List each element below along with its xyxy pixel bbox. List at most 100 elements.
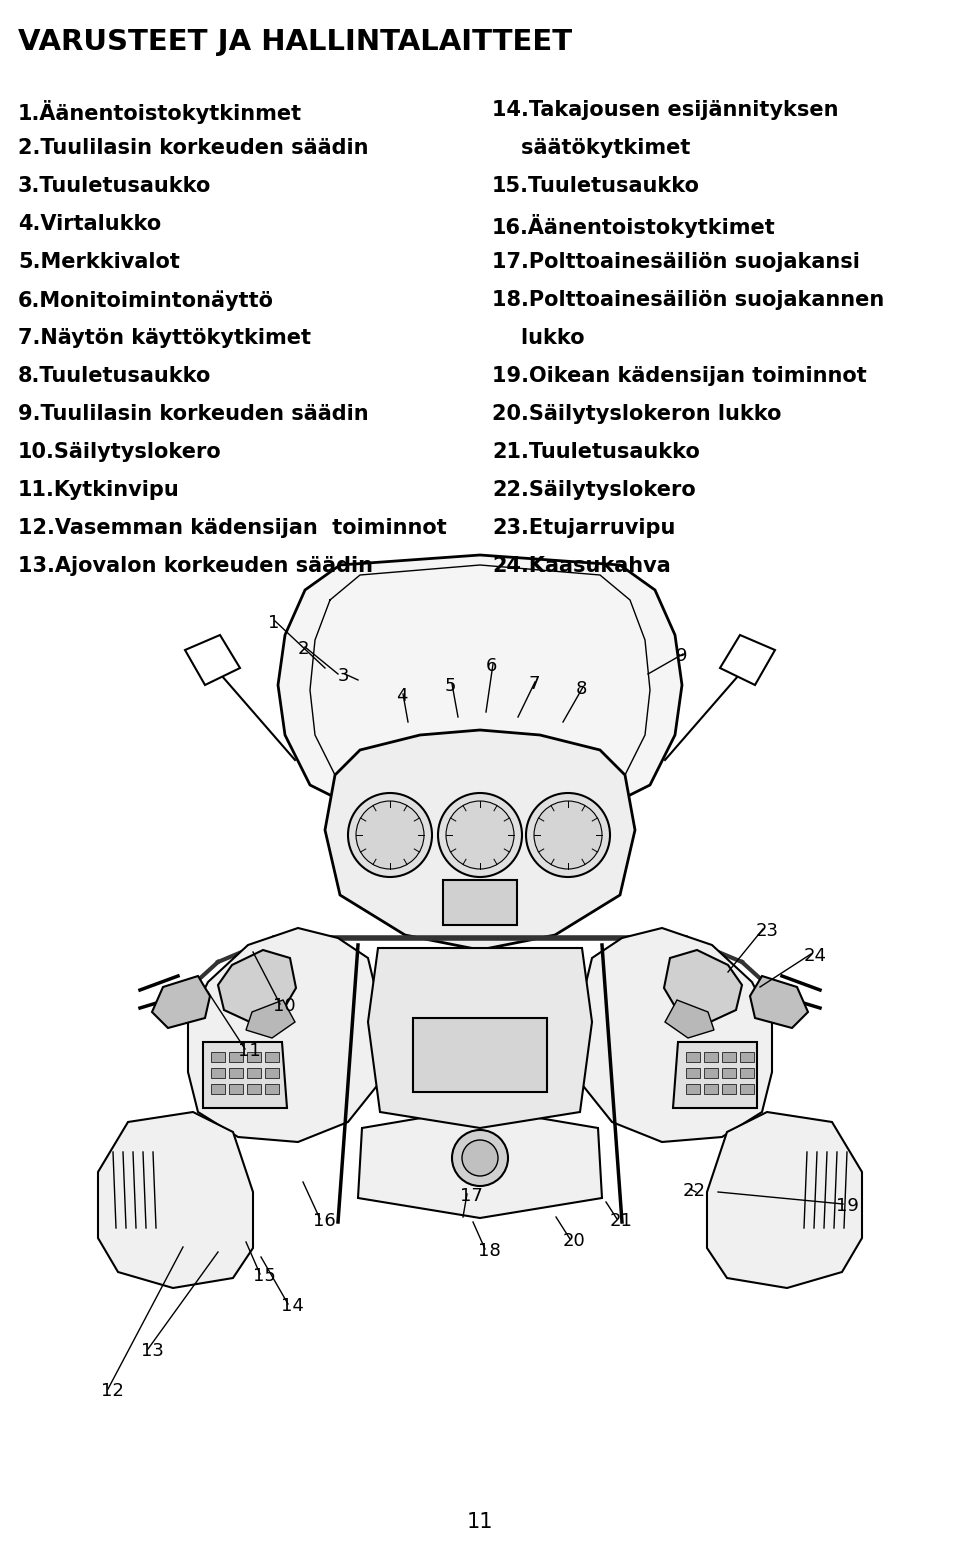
Bar — [686, 1052, 700, 1062]
Text: 6: 6 — [486, 657, 497, 674]
Bar — [740, 1068, 754, 1077]
Text: 22.Säilytyslokero: 22.Säilytyslokero — [492, 480, 696, 501]
Polygon shape — [368, 949, 592, 1128]
Text: 15.Tuuletusaukko: 15.Tuuletusaukko — [492, 177, 700, 195]
Text: 13: 13 — [141, 1342, 164, 1359]
Text: 5.Merkkivalot: 5.Merkkivalot — [18, 253, 180, 271]
Circle shape — [348, 794, 432, 877]
Text: 19.Oikean kädensijan toiminnot: 19.Oikean kädensijan toiminnot — [492, 366, 867, 386]
Text: 24: 24 — [804, 947, 827, 966]
Text: 16: 16 — [313, 1212, 336, 1231]
Circle shape — [452, 1130, 508, 1186]
Text: 11: 11 — [467, 1511, 493, 1531]
Text: 17.Polttoainesäiliön suojakansi: 17.Polttoainesäiliön suojakansi — [492, 253, 860, 271]
Polygon shape — [443, 880, 517, 925]
Text: 18: 18 — [478, 1242, 501, 1260]
Polygon shape — [358, 1108, 602, 1218]
Bar — [686, 1068, 700, 1077]
Polygon shape — [673, 1042, 757, 1108]
Circle shape — [356, 801, 424, 870]
Text: lukko: lukko — [492, 329, 585, 349]
Bar — [704, 1068, 718, 1077]
Text: 9.Tuulilasin korkeuden säädin: 9.Tuulilasin korkeuden säädin — [18, 405, 369, 425]
Text: 22: 22 — [683, 1183, 706, 1200]
Text: 5: 5 — [445, 677, 457, 694]
Circle shape — [462, 1139, 498, 1176]
Text: 17: 17 — [460, 1187, 483, 1204]
Bar — [265, 1068, 279, 1077]
Text: 10: 10 — [273, 997, 296, 1015]
Text: 9: 9 — [676, 646, 687, 665]
Polygon shape — [188, 928, 380, 1142]
Polygon shape — [246, 1000, 295, 1038]
Text: 18.Polttoainesäiliön suojakannen: 18.Polttoainesäiliön suojakannen — [492, 290, 884, 310]
Bar — [704, 1083, 718, 1094]
Polygon shape — [413, 1018, 547, 1093]
Bar — [247, 1083, 261, 1094]
Polygon shape — [325, 730, 635, 950]
Text: 23.Etujarruvipu: 23.Etujarruvipu — [492, 518, 676, 538]
Text: 13.Ajovalon korkeuden säädin: 13.Ajovalon korkeuden säädin — [18, 556, 373, 577]
Bar — [740, 1052, 754, 1062]
Circle shape — [446, 801, 514, 870]
Polygon shape — [278, 555, 682, 835]
Text: 11: 11 — [238, 1042, 261, 1060]
Text: 8: 8 — [576, 680, 588, 698]
Bar — [229, 1068, 243, 1077]
Bar — [722, 1083, 736, 1094]
Polygon shape — [218, 950, 296, 1021]
Polygon shape — [664, 950, 742, 1021]
Text: 7.Näytön käyttökytkimet: 7.Näytön käyttökytkimet — [18, 329, 311, 349]
Text: 16.Äänentoistokytkimet: 16.Äänentoistokytkimet — [492, 214, 776, 239]
Bar — [722, 1068, 736, 1077]
Bar — [704, 1052, 718, 1062]
Bar — [740, 1083, 754, 1094]
Text: 3.Tuuletusaukko: 3.Tuuletusaukko — [18, 177, 211, 195]
Polygon shape — [152, 976, 210, 1028]
Text: 4.Virtalukko: 4.Virtalukko — [18, 214, 161, 234]
Text: 21: 21 — [610, 1212, 633, 1231]
Circle shape — [526, 794, 610, 877]
Text: 12.Vasemman kädensijan  toiminnot: 12.Vasemman kädensijan toiminnot — [18, 518, 446, 538]
Polygon shape — [707, 1111, 862, 1288]
Bar — [265, 1083, 279, 1094]
Text: 2.Tuulilasin korkeuden säädin: 2.Tuulilasin korkeuden säädin — [18, 138, 369, 158]
Bar — [247, 1052, 261, 1062]
Text: säätökytkimet: säätökytkimet — [492, 138, 690, 158]
Text: 7: 7 — [528, 674, 540, 693]
Text: 1.Äänentoistokytkinmet: 1.Äänentoistokytkinmet — [18, 101, 302, 124]
Text: 23: 23 — [756, 922, 779, 939]
Bar — [211, 1052, 225, 1062]
Polygon shape — [665, 1000, 714, 1038]
Text: 3: 3 — [338, 666, 349, 685]
Polygon shape — [98, 1111, 253, 1288]
Bar — [722, 1052, 736, 1062]
Text: 15: 15 — [253, 1266, 276, 1285]
Text: 14.Takajousen esijännityksen: 14.Takajousen esijännityksen — [492, 101, 838, 119]
Text: 14: 14 — [281, 1297, 304, 1314]
Text: 21.Tuuletusaukko: 21.Tuuletusaukko — [492, 442, 700, 462]
Text: 4: 4 — [396, 687, 407, 705]
Bar — [686, 1083, 700, 1094]
Text: 12: 12 — [101, 1383, 124, 1400]
Polygon shape — [185, 636, 240, 685]
Polygon shape — [750, 976, 808, 1028]
Text: 11.Kytkinvipu: 11.Kytkinvipu — [18, 480, 180, 501]
Text: 2: 2 — [298, 640, 309, 659]
Bar — [265, 1052, 279, 1062]
Bar — [211, 1068, 225, 1077]
Text: 8.Tuuletusaukko: 8.Tuuletusaukko — [18, 366, 211, 386]
Text: 20.Säilytyslokeron lukko: 20.Säilytyslokeron lukko — [492, 405, 781, 425]
Bar — [247, 1068, 261, 1077]
Text: 10.Säilytyslokero: 10.Säilytyslokero — [18, 442, 222, 462]
Circle shape — [438, 794, 522, 877]
Bar — [229, 1083, 243, 1094]
Bar — [229, 1052, 243, 1062]
Polygon shape — [203, 1042, 287, 1108]
Text: VARUSTEET JA HALLINTALAITTEET: VARUSTEET JA HALLINTALAITTEET — [18, 28, 572, 56]
Text: 1: 1 — [268, 614, 279, 632]
Polygon shape — [720, 636, 775, 685]
Polygon shape — [580, 928, 772, 1142]
Text: 24.Kaasukahva: 24.Kaasukahva — [492, 556, 671, 577]
Text: 19: 19 — [836, 1197, 859, 1215]
